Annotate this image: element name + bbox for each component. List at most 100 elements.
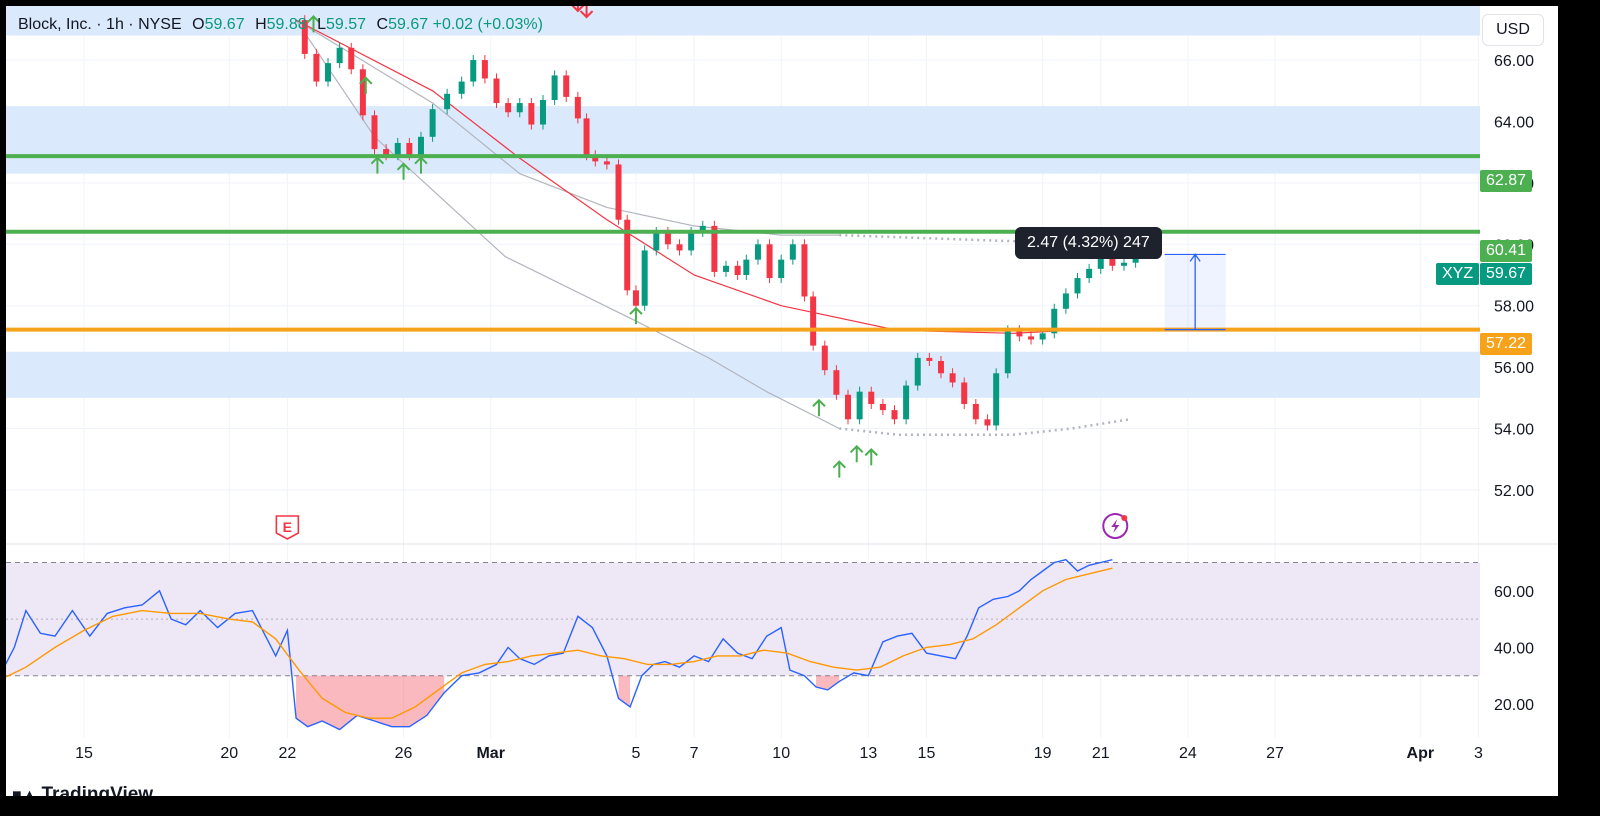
chart-frame: 52.0054.0056.0058.0060.0062.0064.0066.00… (6, 6, 1558, 796)
candle-body (1086, 268, 1093, 279)
candle-body (574, 96, 581, 119)
candle-body (528, 103, 535, 125)
candle-body (470, 60, 477, 82)
x-tick-label: Mar (476, 745, 504, 762)
notification-dot (1121, 515, 1128, 521)
candle-body (394, 142, 401, 156)
exchange: NYSE (138, 16, 182, 33)
overlay-curve (295, 19, 1072, 334)
candle-body (1120, 262, 1127, 266)
candle-body (664, 232, 671, 245)
candle-body (563, 75, 570, 97)
candle-body (961, 382, 968, 404)
sell-arrow-icon (571, 6, 585, 13)
candle-body (313, 53, 320, 82)
lightning-bolt-icon (1111, 519, 1120, 533)
price-tag-60-41: 60.41 (1480, 240, 1533, 262)
candle-body (801, 244, 808, 297)
y-tick-label: 66.00 (1494, 53, 1534, 70)
open-label: O (192, 16, 205, 33)
high-label: H (255, 16, 267, 33)
candle-body (592, 155, 599, 162)
candle-body (711, 225, 718, 272)
candle-body (821, 345, 828, 371)
candle-body (734, 265, 741, 275)
candle-body (481, 60, 488, 79)
candle-body (505, 103, 512, 113)
candle-body (444, 93, 451, 110)
rsi-band (6, 561, 1480, 677)
x-tick-label: 5 (631, 745, 640, 762)
candle-body (699, 225, 706, 233)
candle-body (429, 109, 436, 137)
x-tick-label: 3 (1474, 745, 1483, 762)
rsi-y-tick-label: 60.00 (1494, 584, 1534, 601)
candle-body (993, 373, 1000, 426)
tradingview-logo[interactable]: ■▲ TradingView (12, 784, 153, 796)
x-tick-label: 7 (690, 745, 699, 762)
y-tick-label: 64.00 (1494, 114, 1534, 131)
candle-body (1062, 293, 1069, 309)
candle-body (1028, 336, 1035, 340)
candle-body (972, 403, 979, 420)
y-axis: 52.0054.0056.0058.0060.0062.0064.0066.00… (1494, 53, 1534, 714)
rsi-y-tick-label: 20.00 (1494, 697, 1534, 714)
candle-body (676, 244, 683, 251)
high-value: 59.88 (266, 16, 307, 33)
symbol-tag: XYZ (1436, 263, 1480, 285)
candle-body (926, 357, 933, 361)
candle-body (516, 103, 523, 113)
change-value: +0.02 (432, 16, 474, 33)
sell-arrow-icon (579, 6, 594, 19)
candle-body (937, 360, 944, 374)
close-label: C (376, 16, 389, 33)
branding-text: TradingView (41, 784, 154, 796)
earnings-badge-icon (275, 515, 300, 540)
candle-body (406, 142, 413, 156)
currency-button[interactable]: USD (1482, 14, 1544, 46)
buy-arrow-icon (359, 76, 373, 94)
overlay-curve (295, 19, 840, 236)
x-tick-label: 21 (1092, 745, 1110, 762)
earnings-marker: E (275, 515, 300, 540)
x-tick-label: 20 (220, 745, 238, 762)
oversold-fill (296, 675, 445, 730)
zones (6, 6, 1480, 398)
x-tick-label: 19 (1034, 745, 1052, 762)
earnings-letter: E (283, 519, 292, 535)
price-tag-last: 59.67 (1480, 263, 1533, 285)
open-value: 59.67 (204, 16, 245, 33)
candle-body (833, 370, 840, 395)
candle-body (348, 47, 355, 70)
x-tick-label: 10 (772, 745, 790, 762)
candle-body (723, 265, 730, 272)
rsi-lines (6, 558, 1113, 731)
buy-arrow-icon (832, 460, 847, 478)
candle-body (1039, 333, 1046, 340)
candle-body (603, 161, 610, 165)
candle-body (743, 259, 750, 275)
oversold-fill (816, 675, 840, 690)
candle-body (336, 47, 343, 64)
y-tick-label: 52.00 (1494, 483, 1534, 500)
low-label: L (317, 16, 327, 33)
candle-body (615, 164, 622, 220)
candle-body (1051, 308, 1058, 334)
buy-arrow-icon (629, 306, 643, 325)
chart-canvas[interactable]: 52.0054.0056.0058.0060.0062.0064.0066.00… (6, 6, 1558, 796)
candle-body (949, 373, 956, 383)
candle-body (539, 99, 546, 125)
candle-body (845, 394, 852, 420)
candle-body (778, 259, 785, 279)
buy-arrow-icon (812, 398, 826, 417)
x-tick-label: 22 (278, 745, 296, 762)
candle-body (383, 149, 390, 156)
candle-body (810, 296, 817, 346)
support-resistance-zone (6, 6, 1480, 36)
rsi-ma-line (6, 567, 1113, 719)
price-tag-57-22: 57.22 (1480, 333, 1533, 355)
candle-body (903, 385, 910, 420)
candle-body (359, 69, 366, 116)
signals (306, 6, 878, 478)
x-tick-label: 24 (1179, 745, 1197, 762)
